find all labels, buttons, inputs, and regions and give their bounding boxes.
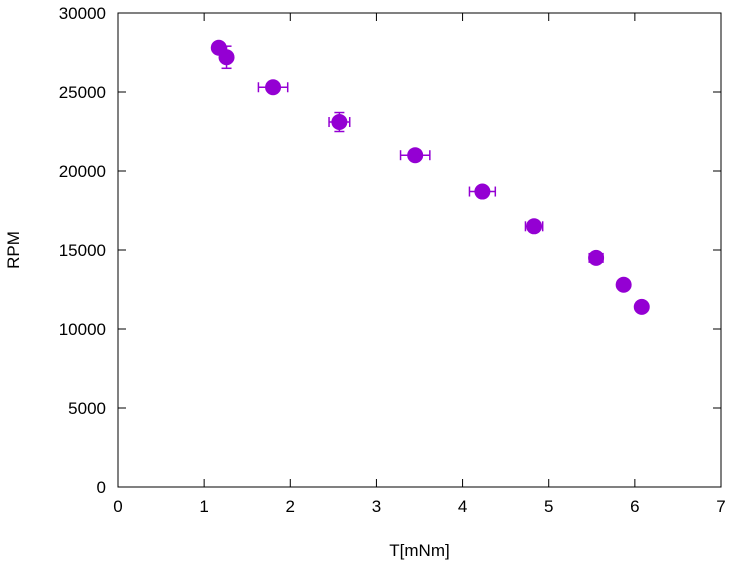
data-point <box>218 49 235 66</box>
x-axis-label: T[mNm] <box>389 541 449 560</box>
data-point <box>474 183 491 200</box>
data-point <box>633 298 650 315</box>
data-point <box>407 147 424 164</box>
axis-ticks <box>117 12 722 488</box>
data-points <box>210 39 650 315</box>
y-tick-label: 15000 <box>59 241 106 260</box>
x-tick-label: 2 <box>286 497 295 516</box>
x-tick-label: 6 <box>630 497 639 516</box>
y-tick-label: 25000 <box>59 83 106 102</box>
x-tick-label: 0 <box>113 497 122 516</box>
data-point <box>331 114 348 131</box>
x-tick-label: 7 <box>716 497 725 516</box>
y-axis-label: RPM <box>4 231 23 269</box>
data-point <box>265 79 282 96</box>
axis-tick-labels: 0 1 2 3 4 5 6 7 0 5000 10000 15000 20000 25000 30000 <box>59 4 726 516</box>
y-tick-label: 0 <box>97 478 106 497</box>
x-tick-label: 1 <box>199 497 208 516</box>
plot-frame <box>117 12 722 488</box>
data-point <box>615 276 632 293</box>
y-tick-label: 20000 <box>59 162 106 181</box>
y-tick-label: 30000 <box>59 4 106 23</box>
x-tick-label: 4 <box>458 497 467 516</box>
x-tick-label: 5 <box>544 497 553 516</box>
y-tick-label: 5000 <box>68 399 106 418</box>
y-tick-label: 10000 <box>59 320 106 339</box>
x-tick-label: 3 <box>372 497 381 516</box>
data-point <box>526 218 543 235</box>
data-point <box>588 249 605 266</box>
